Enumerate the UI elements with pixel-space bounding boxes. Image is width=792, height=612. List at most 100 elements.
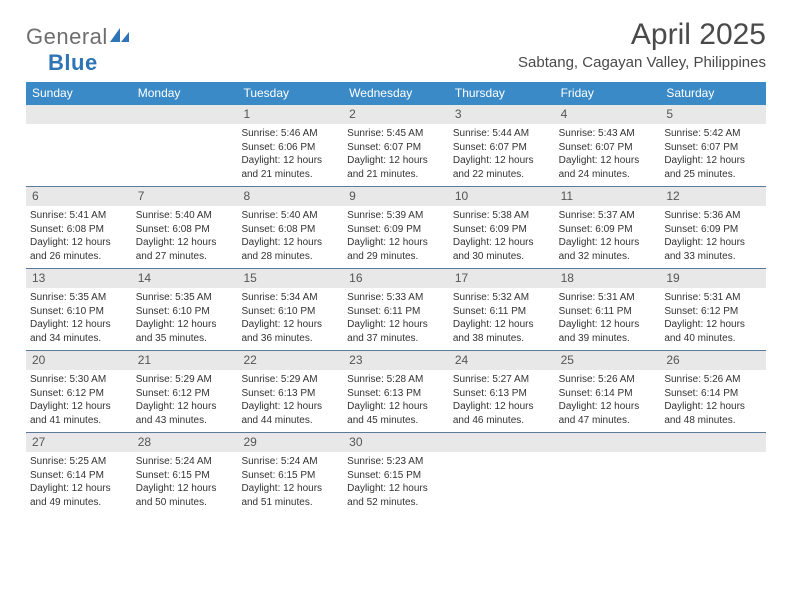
daylight-text: Daylight: 12 hours and 38 minutes. — [453, 318, 551, 345]
day-cell: Sunrise: 5:35 AMSunset: 6:10 PMDaylight:… — [132, 288, 238, 350]
sunset-text: Sunset: 6:08 PM — [241, 223, 339, 237]
day-cell: Sunrise: 5:29 AMSunset: 6:13 PMDaylight:… — [237, 370, 343, 432]
daylight-text: Daylight: 12 hours and 49 minutes. — [30, 482, 128, 509]
sunrise-text: Sunrise: 5:34 AM — [241, 291, 339, 305]
daylight-text: Daylight: 12 hours and 33 minutes. — [664, 236, 762, 263]
sunrise-text: Sunrise: 5:30 AM — [30, 373, 128, 387]
day-number: 21 — [132, 351, 238, 370]
daylight-text: Daylight: 12 hours and 48 minutes. — [664, 400, 762, 427]
sunrise-text: Sunrise: 5:46 AM — [241, 127, 339, 141]
day-body-row: Sunrise: 5:35 AMSunset: 6:10 PMDaylight:… — [26, 288, 766, 350]
day-number — [660, 433, 766, 452]
daylight-text: Daylight: 12 hours and 25 minutes. — [664, 154, 762, 181]
day-header-row: Sunday Monday Tuesday Wednesday Thursday… — [26, 82, 766, 105]
day-number: 10 — [449, 187, 555, 206]
sunrise-text: Sunrise: 5:35 AM — [30, 291, 128, 305]
day-number: 8 — [237, 187, 343, 206]
day-number: 7 — [132, 187, 238, 206]
sunrise-text: Sunrise: 5:36 AM — [664, 209, 762, 223]
sunrise-text: Sunrise: 5:31 AM — [559, 291, 657, 305]
day-number-row: 12345 — [26, 105, 766, 124]
day-number — [449, 433, 555, 452]
sunset-text: Sunset: 6:14 PM — [664, 387, 762, 401]
daylight-text: Daylight: 12 hours and 21 minutes. — [241, 154, 339, 181]
sunset-text: Sunset: 6:06 PM — [241, 141, 339, 155]
sunset-text: Sunset: 6:07 PM — [559, 141, 657, 155]
sunset-text: Sunset: 6:10 PM — [241, 305, 339, 319]
day-number — [132, 105, 238, 124]
day-number: 4 — [555, 105, 661, 124]
sunset-text: Sunset: 6:14 PM — [559, 387, 657, 401]
calendar-page: General Blue April 2025 Sabtang, Cagayan… — [0, 0, 792, 514]
sunrise-text: Sunrise: 5:43 AM — [559, 127, 657, 141]
sunset-text: Sunset: 6:11 PM — [559, 305, 657, 319]
sunset-text: Sunset: 6:09 PM — [453, 223, 551, 237]
day-number: 17 — [449, 269, 555, 288]
day-cell — [449, 452, 555, 514]
day-number: 16 — [343, 269, 449, 288]
day-cell: Sunrise: 5:32 AMSunset: 6:11 PMDaylight:… — [449, 288, 555, 350]
sunset-text: Sunset: 6:07 PM — [453, 141, 551, 155]
day-number-row: 6789101112 — [26, 186, 766, 206]
day-header: Wednesday — [343, 82, 449, 105]
sunrise-text: Sunrise: 5:31 AM — [664, 291, 762, 305]
day-cell: Sunrise: 5:40 AMSunset: 6:08 PMDaylight:… — [132, 206, 238, 268]
day-cell: Sunrise: 5:42 AMSunset: 6:07 PMDaylight:… — [660, 124, 766, 186]
sunset-text: Sunset: 6:12 PM — [30, 387, 128, 401]
day-cell: Sunrise: 5:46 AMSunset: 6:06 PMDaylight:… — [237, 124, 343, 186]
day-number: 28 — [132, 433, 238, 452]
day-number: 24 — [449, 351, 555, 370]
day-body-row: Sunrise: 5:41 AMSunset: 6:08 PMDaylight:… — [26, 206, 766, 268]
daylight-text: Daylight: 12 hours and 21 minutes. — [347, 154, 445, 181]
daylight-text: Daylight: 12 hours and 52 minutes. — [347, 482, 445, 509]
day-cell: Sunrise: 5:29 AMSunset: 6:12 PMDaylight:… — [132, 370, 238, 432]
day-cell: Sunrise: 5:26 AMSunset: 6:14 PMDaylight:… — [555, 370, 661, 432]
title-block: April 2025 Sabtang, Cagayan Valley, Phil… — [518, 18, 766, 71]
sunrise-text: Sunrise: 5:24 AM — [241, 455, 339, 469]
sunset-text: Sunset: 6:10 PM — [136, 305, 234, 319]
sunset-text: Sunset: 6:13 PM — [347, 387, 445, 401]
daylight-text: Daylight: 12 hours and 22 minutes. — [453, 154, 551, 181]
day-body-row: Sunrise: 5:30 AMSunset: 6:12 PM Daylight:… — [26, 370, 766, 432]
sunset-text: Sunset: 6:11 PM — [347, 305, 445, 319]
day-number: 20 — [26, 351, 132, 370]
day-cell — [132, 124, 238, 186]
day-number: 1 — [237, 105, 343, 124]
day-body-row: Sunrise: 5:46 AMSunset: 6:06 PMDaylight:… — [26, 124, 766, 186]
day-number-row: 20212223242526 — [26, 350, 766, 370]
day-cell: Sunrise: 5:24 AMSunset: 6:15 PMDaylight:… — [132, 452, 238, 514]
daylight-text: Daylight: 12 hours and 32 minutes. — [559, 236, 657, 263]
sunset-text: Sunset: 6:08 PM — [136, 223, 234, 237]
sunset-text: Sunset: 6:10 PM — [30, 305, 128, 319]
day-number: 14 — [132, 269, 238, 288]
day-number-row: 13141516171819 — [26, 268, 766, 288]
logo: General Blue — [26, 18, 132, 76]
day-cell: Sunrise: 5:23 AMSunset: 6:15 PMDaylight:… — [343, 452, 449, 514]
sunrise-text: Sunrise: 5:23 AM — [347, 455, 445, 469]
day-number: 6 — [26, 187, 132, 206]
day-cell: Sunrise: 5:40 AMSunset: 6:08 PMDaylight:… — [237, 206, 343, 268]
page-subtitle: Sabtang, Cagayan Valley, Philippines — [518, 54, 766, 71]
daylight-text: Daylight: 12 hours and 24 minutes. — [559, 154, 657, 181]
sunset-text: Sunset: 6:08 PM — [30, 223, 128, 237]
sunrise-text: Sunrise: 5:26 AM — [559, 373, 657, 387]
daylight-text: Daylight: 12 hours and 28 minutes. — [241, 236, 339, 263]
sunrise-text: Sunrise: 5:35 AM — [136, 291, 234, 305]
daylight-text: Daylight: 12 hours and 47 minutes. — [559, 400, 657, 427]
day-body-row: Sunrise: 5:25 AMSunset: 6:14 PMDaylight:… — [26, 452, 766, 514]
day-number: 2 — [343, 105, 449, 124]
header: General Blue April 2025 Sabtang, Cagayan… — [26, 18, 766, 76]
day-cell: Sunrise: 5:44 AMSunset: 6:07 PMDaylight:… — [449, 124, 555, 186]
day-cell — [660, 452, 766, 514]
day-number — [555, 433, 661, 452]
day-header: Friday — [555, 82, 661, 105]
day-number-row: 27282930 — [26, 432, 766, 452]
sunrise-text: Sunrise: 5:27 AM — [453, 373, 551, 387]
sunrise-text: Sunrise: 5:40 AM — [136, 209, 234, 223]
daylight-text: Daylight: 12 hours and 30 minutes. — [453, 236, 551, 263]
daylight-text: Daylight: 12 hours and 50 minutes. — [136, 482, 234, 509]
day-cell: Sunrise: 5:43 AMSunset: 6:07 PMDaylight:… — [555, 124, 661, 186]
sunrise-text: Sunrise: 5:32 AM — [453, 291, 551, 305]
daylight-text: Daylight: 12 hours and 51 minutes. — [241, 482, 339, 509]
daylight-text: Daylight: 12 hours and 34 minutes. — [30, 318, 128, 345]
